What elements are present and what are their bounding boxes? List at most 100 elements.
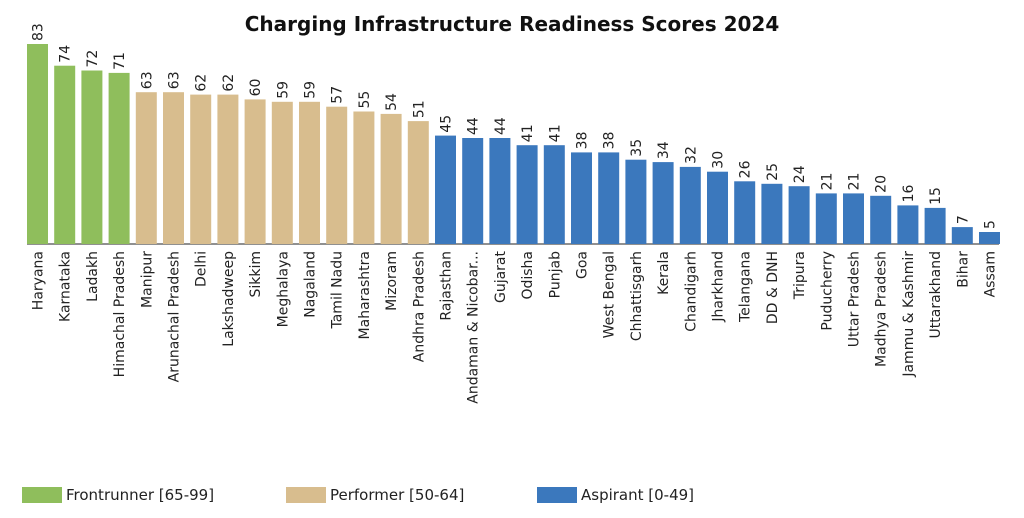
category-label-tripura: Tripura	[792, 251, 808, 300]
bar-gujarat	[489, 138, 511, 244]
value-label-ladakh: 72	[85, 50, 101, 68]
bar-andhra-pradesh	[407, 121, 429, 244]
bar-mizoram	[380, 113, 402, 245]
value-label-tamil-nadu: 57	[330, 86, 346, 104]
category-label-delhi: Delhi	[194, 251, 210, 287]
category-label-maharashtra: Maharashtra	[357, 251, 373, 339]
value-label-arunachal-pradesh: 63	[167, 71, 183, 89]
value-label-puducherry: 21	[819, 173, 835, 191]
bar-meghalaya	[271, 101, 293, 244]
legend-swatch-aspirant	[537, 487, 577, 503]
bar-madhya-pradesh	[870, 195, 892, 244]
category-label-ladakh: Ladakh	[85, 251, 101, 302]
legend-label-aspirant: Aspirant [0-49]	[581, 486, 695, 504]
category-label-mizoram: Mizoram	[384, 251, 400, 311]
legend-swatch-frontrunner	[22, 487, 62, 503]
category-label-uttarakhand: Uttarakhand	[928, 251, 944, 338]
bar-tamil-nadu	[326, 106, 348, 244]
chart-title: Charging Infrastructure Readiness Scores…	[244, 12, 780, 36]
category-label-odisha: Odisha	[520, 251, 536, 300]
category-label-andaman-nicobar: Andaman & Nicobar...	[466, 251, 482, 404]
legend-item-performer: Performer [50-64]	[286, 482, 464, 508]
value-label-kerala: 34	[656, 141, 672, 159]
value-label-himachal-pradesh: 71	[112, 52, 128, 70]
category-label-manipur: Manipur	[139, 251, 155, 308]
value-label-goa: 38	[575, 132, 591, 150]
value-label-punjab: 41	[547, 124, 563, 142]
bar-lakshadweep	[217, 94, 239, 244]
value-label-jammu-kashmir: 16	[901, 184, 917, 202]
bar-assam	[979, 232, 1000, 244]
bar-haryana	[27, 44, 48, 244]
category-label-bihar: Bihar	[955, 251, 971, 288]
category-label-puducherry: Puducherry	[819, 251, 835, 331]
category-label-jharkhand: Jharkhand	[711, 251, 727, 323]
value-label-karnataka: 74	[58, 45, 74, 63]
category-label-assam: Assam	[983, 251, 999, 297]
category-label-punjab: Punjab	[547, 251, 563, 298]
category-label-arunachal-pradesh: Arunachal Pradesh	[167, 251, 183, 382]
value-label-haryana: 83	[31, 23, 47, 41]
category-label-sikkim: Sikkim	[248, 251, 264, 298]
value-label-telangana: 26	[738, 160, 754, 178]
value-label-sikkim: 60	[248, 79, 264, 97]
bar-dd-dnh	[761, 183, 783, 244]
bar-puducherry	[815, 193, 837, 244]
value-label-dd-dnh: 25	[765, 163, 781, 181]
legend-item-aspirant: Aspirant [0-49]	[537, 482, 694, 508]
category-label-kerala: Kerala	[656, 251, 672, 295]
value-label-assam: 5	[983, 220, 999, 229]
category-label-lakshadweep: Lakshadweep	[221, 251, 237, 347]
value-label-gujarat: 44	[493, 117, 509, 135]
bar-delhi	[190, 94, 212, 244]
bar-goa	[571, 152, 592, 244]
bar-bihar	[951, 227, 973, 244]
category-label-west-bengal: West Bengal	[602, 251, 618, 338]
value-label-lakshadweep: 62	[221, 74, 237, 92]
bar-telangana	[734, 181, 756, 244]
category-label-haryana: Haryana	[31, 251, 47, 310]
bar-tripura	[788, 186, 810, 244]
value-label-bihar: 7	[955, 215, 971, 224]
value-label-jharkhand: 30	[711, 151, 727, 169]
bar-arunachal-pradesh	[163, 92, 184, 244]
value-label-maharashtra: 55	[357, 91, 373, 109]
category-label-goa: Goa	[575, 251, 591, 279]
value-label-uttar-pradesh: 21	[847, 173, 863, 191]
bar-karnataka	[54, 65, 76, 244]
bar-maharashtra	[353, 111, 375, 244]
category-label-rajasthan: Rajasthan	[439, 251, 455, 321]
value-label-andhra-pradesh: 51	[411, 100, 427, 118]
category-label-himachal-pradesh: Himachal Pradesh	[112, 251, 128, 377]
legend-swatch-performer	[286, 487, 326, 503]
bar-nagaland	[299, 101, 320, 244]
value-label-tripura: 24	[792, 165, 808, 183]
category-label-madhya-pradesh: Madhya Pradesh	[874, 251, 890, 367]
category-label-nagaland: Nagaland	[303, 251, 319, 318]
value-label-rajasthan: 45	[439, 115, 455, 133]
category-label-chandigarh: Chandigarh	[683, 251, 699, 332]
value-label-west-bengal: 38	[602, 132, 618, 150]
category-label-jammu-kashmir: Jammu & Kashmir	[901, 251, 917, 378]
bar-rajasthan	[435, 135, 456, 244]
bar-himachal-pradesh	[108, 72, 130, 245]
category-label-uttar-pradesh: Uttar Pradesh	[847, 251, 863, 347]
category-label-andhra-pradesh: Andhra Pradesh	[411, 251, 427, 362]
value-label-uttarakhand: 15	[928, 187, 944, 205]
value-label-mizoram: 54	[384, 93, 400, 111]
bar-manipur	[135, 92, 157, 244]
value-label-odisha: 41	[520, 124, 536, 142]
bar-uttarakhand	[924, 207, 946, 244]
category-label-karnataka: Karnataka	[58, 251, 74, 322]
bar-ladakh	[81, 70, 103, 244]
bar-jharkhand	[707, 171, 728, 244]
bar-sikkim	[244, 99, 266, 245]
value-label-chandigarh: 32	[683, 146, 699, 164]
category-label-chhattisgarh: Chhattisgarh	[629, 251, 645, 341]
legend-label-frontrunner: Frontrunner [65-99]	[66, 486, 215, 504]
bar-punjab	[543, 145, 565, 244]
value-label-chhattisgarh: 35	[629, 139, 645, 157]
value-label-madhya-pradesh: 20	[874, 175, 890, 193]
value-label-manipur: 63	[139, 71, 155, 89]
